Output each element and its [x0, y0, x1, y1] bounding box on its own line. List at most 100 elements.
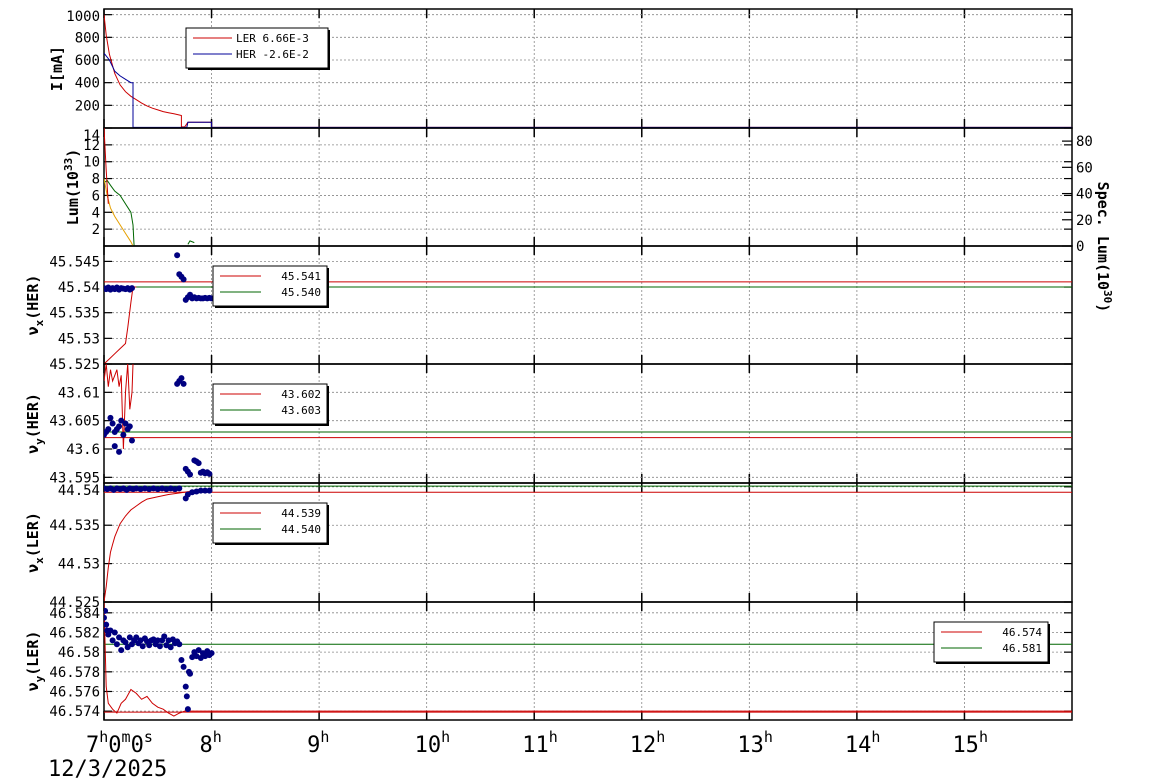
plot-area [104, 364, 1072, 478]
series-line [104, 179, 135, 246]
y-tick-label: 44.525 [49, 595, 100, 611]
scatter-point [187, 670, 194, 677]
plot-area [104, 128, 195, 246]
y-tick-label: 12 [83, 138, 100, 154]
y-tick-label: 2 [92, 222, 100, 238]
scatter-point [139, 643, 146, 650]
plot-area [104, 602, 1072, 717]
scatter-point [180, 380, 187, 387]
x-tick-label: 12h [630, 728, 666, 758]
legend-label: LER 6.66E-3 [236, 32, 309, 45]
scatter-point [128, 285, 135, 292]
scatter-point [116, 634, 123, 641]
x-axis: 7h0m0s 8h 9h 10h 11h 12h 13h 14h 15h [86, 728, 988, 758]
right-y-tick-label: 20 [1076, 213, 1093, 229]
scatter-point [118, 647, 125, 654]
y-tick-label: 10 [83, 155, 100, 171]
right-y-tick-label: 80 [1076, 134, 1093, 150]
y-tick-label: 45.545 [49, 254, 100, 270]
x-tick-label: 7h0m0s [86, 728, 153, 758]
scatter-point [184, 706, 191, 713]
scatter-point [120, 431, 127, 438]
scatter-point [104, 621, 110, 628]
legend-label: 45.541 [281, 270, 321, 283]
y-tick-label: 43.605 [49, 414, 100, 430]
scatter-point [195, 647, 202, 654]
legend: 45.541 45.540 [212, 265, 329, 308]
legend-label: 46.574 [1002, 626, 1042, 639]
series-line [104, 128, 109, 204]
scatter-point [176, 485, 183, 492]
y-axis-label: Lum(1033) [62, 149, 82, 225]
scatter-point [133, 634, 140, 641]
scatter-point [178, 375, 185, 382]
x-tick-label: 13h [737, 728, 773, 758]
y-tick-label: 400 [75, 76, 100, 92]
y-axis-label: I[mA] [48, 46, 66, 91]
y-tick-label: 44.53 [58, 557, 100, 573]
y-tick-label: 6 [92, 188, 100, 204]
scatter-point [156, 643, 163, 650]
legend-label: HER -2.6E-2 [236, 48, 309, 61]
legend: LER 6.66E-3 HER -2.6E-2 [185, 27, 330, 70]
scatter-point [104, 607, 109, 614]
scatter-point [206, 470, 213, 477]
right-y-tick-label: 60 [1076, 160, 1093, 176]
scatter-point [178, 657, 185, 664]
scatter-point [197, 487, 204, 494]
scatter-point [113, 641, 120, 648]
date-label: 12/3/2025 [48, 757, 167, 782]
scatter-point [167, 644, 174, 651]
x-tick-label: 8h [200, 728, 222, 758]
x-tick-label: 11h [522, 728, 558, 758]
scatter-point [202, 487, 209, 494]
y-tick-label: 44.54 [58, 483, 100, 499]
scatter-point [116, 448, 123, 455]
x-tick-label: 10h [415, 728, 451, 758]
scatter-point [118, 417, 125, 424]
y-tick-label: 45.525 [49, 357, 100, 373]
panel-frame [103, 601, 1073, 721]
series-line [104, 602, 1072, 717]
y-tick-label: 45.53 [58, 331, 100, 347]
panel-frame [103, 127, 1073, 247]
scatter-point [105, 426, 112, 433]
scatter-point [126, 634, 133, 641]
legend-label: 45.540 [281, 286, 321, 299]
series-line [104, 364, 134, 450]
legend-box [185, 27, 329, 69]
plot-area [104, 14, 1072, 128]
panel-nux_her: 45.545 45.54 45.535 45.53 45.525 νx(HER) 45.54… [24, 245, 1073, 373]
right-axis-label: Spec. Lum(1030) [1094, 182, 1114, 313]
y-axis-label: νy(HER) [24, 393, 46, 454]
right-y-tick-label: 0 [1076, 239, 1084, 255]
scatter-point [109, 637, 116, 644]
scatter-point [174, 252, 181, 259]
series-line [104, 52, 1072, 128]
y-tick-label: 800 [75, 30, 100, 46]
y-axis-label: νx(HER) [24, 275, 46, 336]
scatter-point [122, 639, 129, 646]
y-tick-label: 46.578 [49, 665, 100, 681]
legend: 46.574 46.581 [933, 621, 1050, 664]
legend: 43.602 43.603 [212, 383, 329, 426]
scatter-point [107, 414, 114, 421]
scatter-point [208, 650, 215, 657]
x-tick-label: 14h [845, 728, 881, 758]
legend-label: 43.602 [281, 388, 321, 401]
y-tick-label: 46.58 [58, 645, 100, 661]
y-tick-label: 14 [83, 128, 100, 144]
legend-label: 44.539 [281, 507, 321, 520]
legend-box [933, 621, 1049, 663]
y-tick-label: 43.6 [66, 442, 100, 458]
y-tick-label: 45.535 [49, 306, 100, 322]
series-line [104, 14, 1072, 128]
panel-current: 1000 800 600 400 200 I[mA] LER 6.66E-3 HER -2.6… [48, 8, 1073, 129]
series-line [104, 490, 212, 602]
y-tick-label: 46.582 [49, 625, 100, 641]
x-tick-label: 9h [307, 728, 329, 758]
right-y-tick-label: 40 [1076, 187, 1093, 203]
y-tick-label: 45.54 [58, 280, 100, 296]
